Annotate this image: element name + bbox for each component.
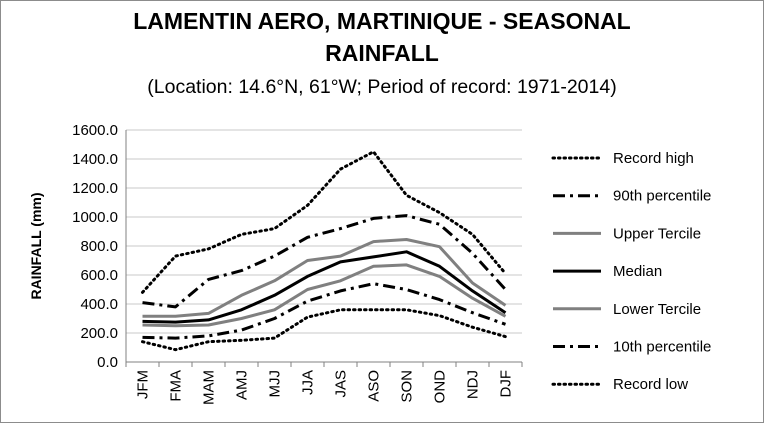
legend: Record high 90th percentile Upper Tercile M…: [551, 150, 711, 393]
series-line: [141, 150, 507, 294]
chart-title-line1: LAMENTIN AERO, MARTINIQUE - SEASONAL: [133, 8, 631, 34]
x-tick-label: ASO: [366, 370, 383, 402]
x-tick-labels: JFM FMA MAM AMJ MJJ JJA JAS ASO SON OND NDJ DJF: [135, 370, 515, 405]
x-tick-label: JAS: [333, 370, 350, 398]
y-tick-label: 0.0: [97, 354, 118, 371]
y-tick-label: 200.0: [80, 325, 118, 342]
y-tick-labels: 0.0 200.0 400.0 600.0 800.0 1000.0 1200.0 1400.…: [72, 122, 118, 371]
series-line: [141, 308, 507, 352]
legend-label: Upper Tercile: [613, 225, 701, 242]
x-tick-label: DJF: [498, 370, 515, 398]
series-line: [142, 250, 507, 324]
series-line: [142, 238, 507, 318]
series-line: [142, 214, 507, 309]
y-tick-label: 800.0: [80, 238, 118, 255]
y-tick-label: 400.0: [80, 296, 118, 313]
legend-label: Median: [613, 263, 662, 280]
series-line: [142, 282, 506, 340]
x-tick-label: MJJ: [267, 370, 284, 398]
chart-subtitle: (Location: 14.6°N, 61°W; Period of recor…: [147, 76, 617, 98]
x-tick-label: MAM: [201, 370, 218, 405]
axes: [125, 130, 523, 367]
x-tick-label: JJA: [300, 370, 317, 395]
x-tick-label: OND: [432, 370, 449, 404]
legend-label: 90th percentile: [613, 188, 711, 205]
x-tick-label: JFM: [135, 370, 152, 399]
legend-label: Lower Tercile: [613, 301, 701, 318]
y-tick-label: 1400.0: [72, 151, 118, 168]
x-tick-label: NDJ: [465, 370, 482, 399]
chart-title-line2: RAINFALL: [325, 40, 439, 66]
x-tick-label: FMA: [168, 370, 185, 402]
y-tick-label: 1000.0: [72, 209, 118, 226]
legend-label: Record high: [613, 150, 694, 167]
legend-label: Record low: [613, 376, 688, 393]
y-tick-label: 1600.0: [72, 122, 118, 139]
legend-label: 10th percentile: [613, 339, 711, 356]
x-tick-label: AMJ: [234, 370, 251, 400]
y-tick-label: 600.0: [80, 267, 118, 284]
x-tick-label: SON: [399, 370, 416, 403]
series-line: [142, 263, 507, 328]
series-lines: [141, 150, 507, 352]
y-tick-label: 1200.0: [72, 180, 118, 197]
